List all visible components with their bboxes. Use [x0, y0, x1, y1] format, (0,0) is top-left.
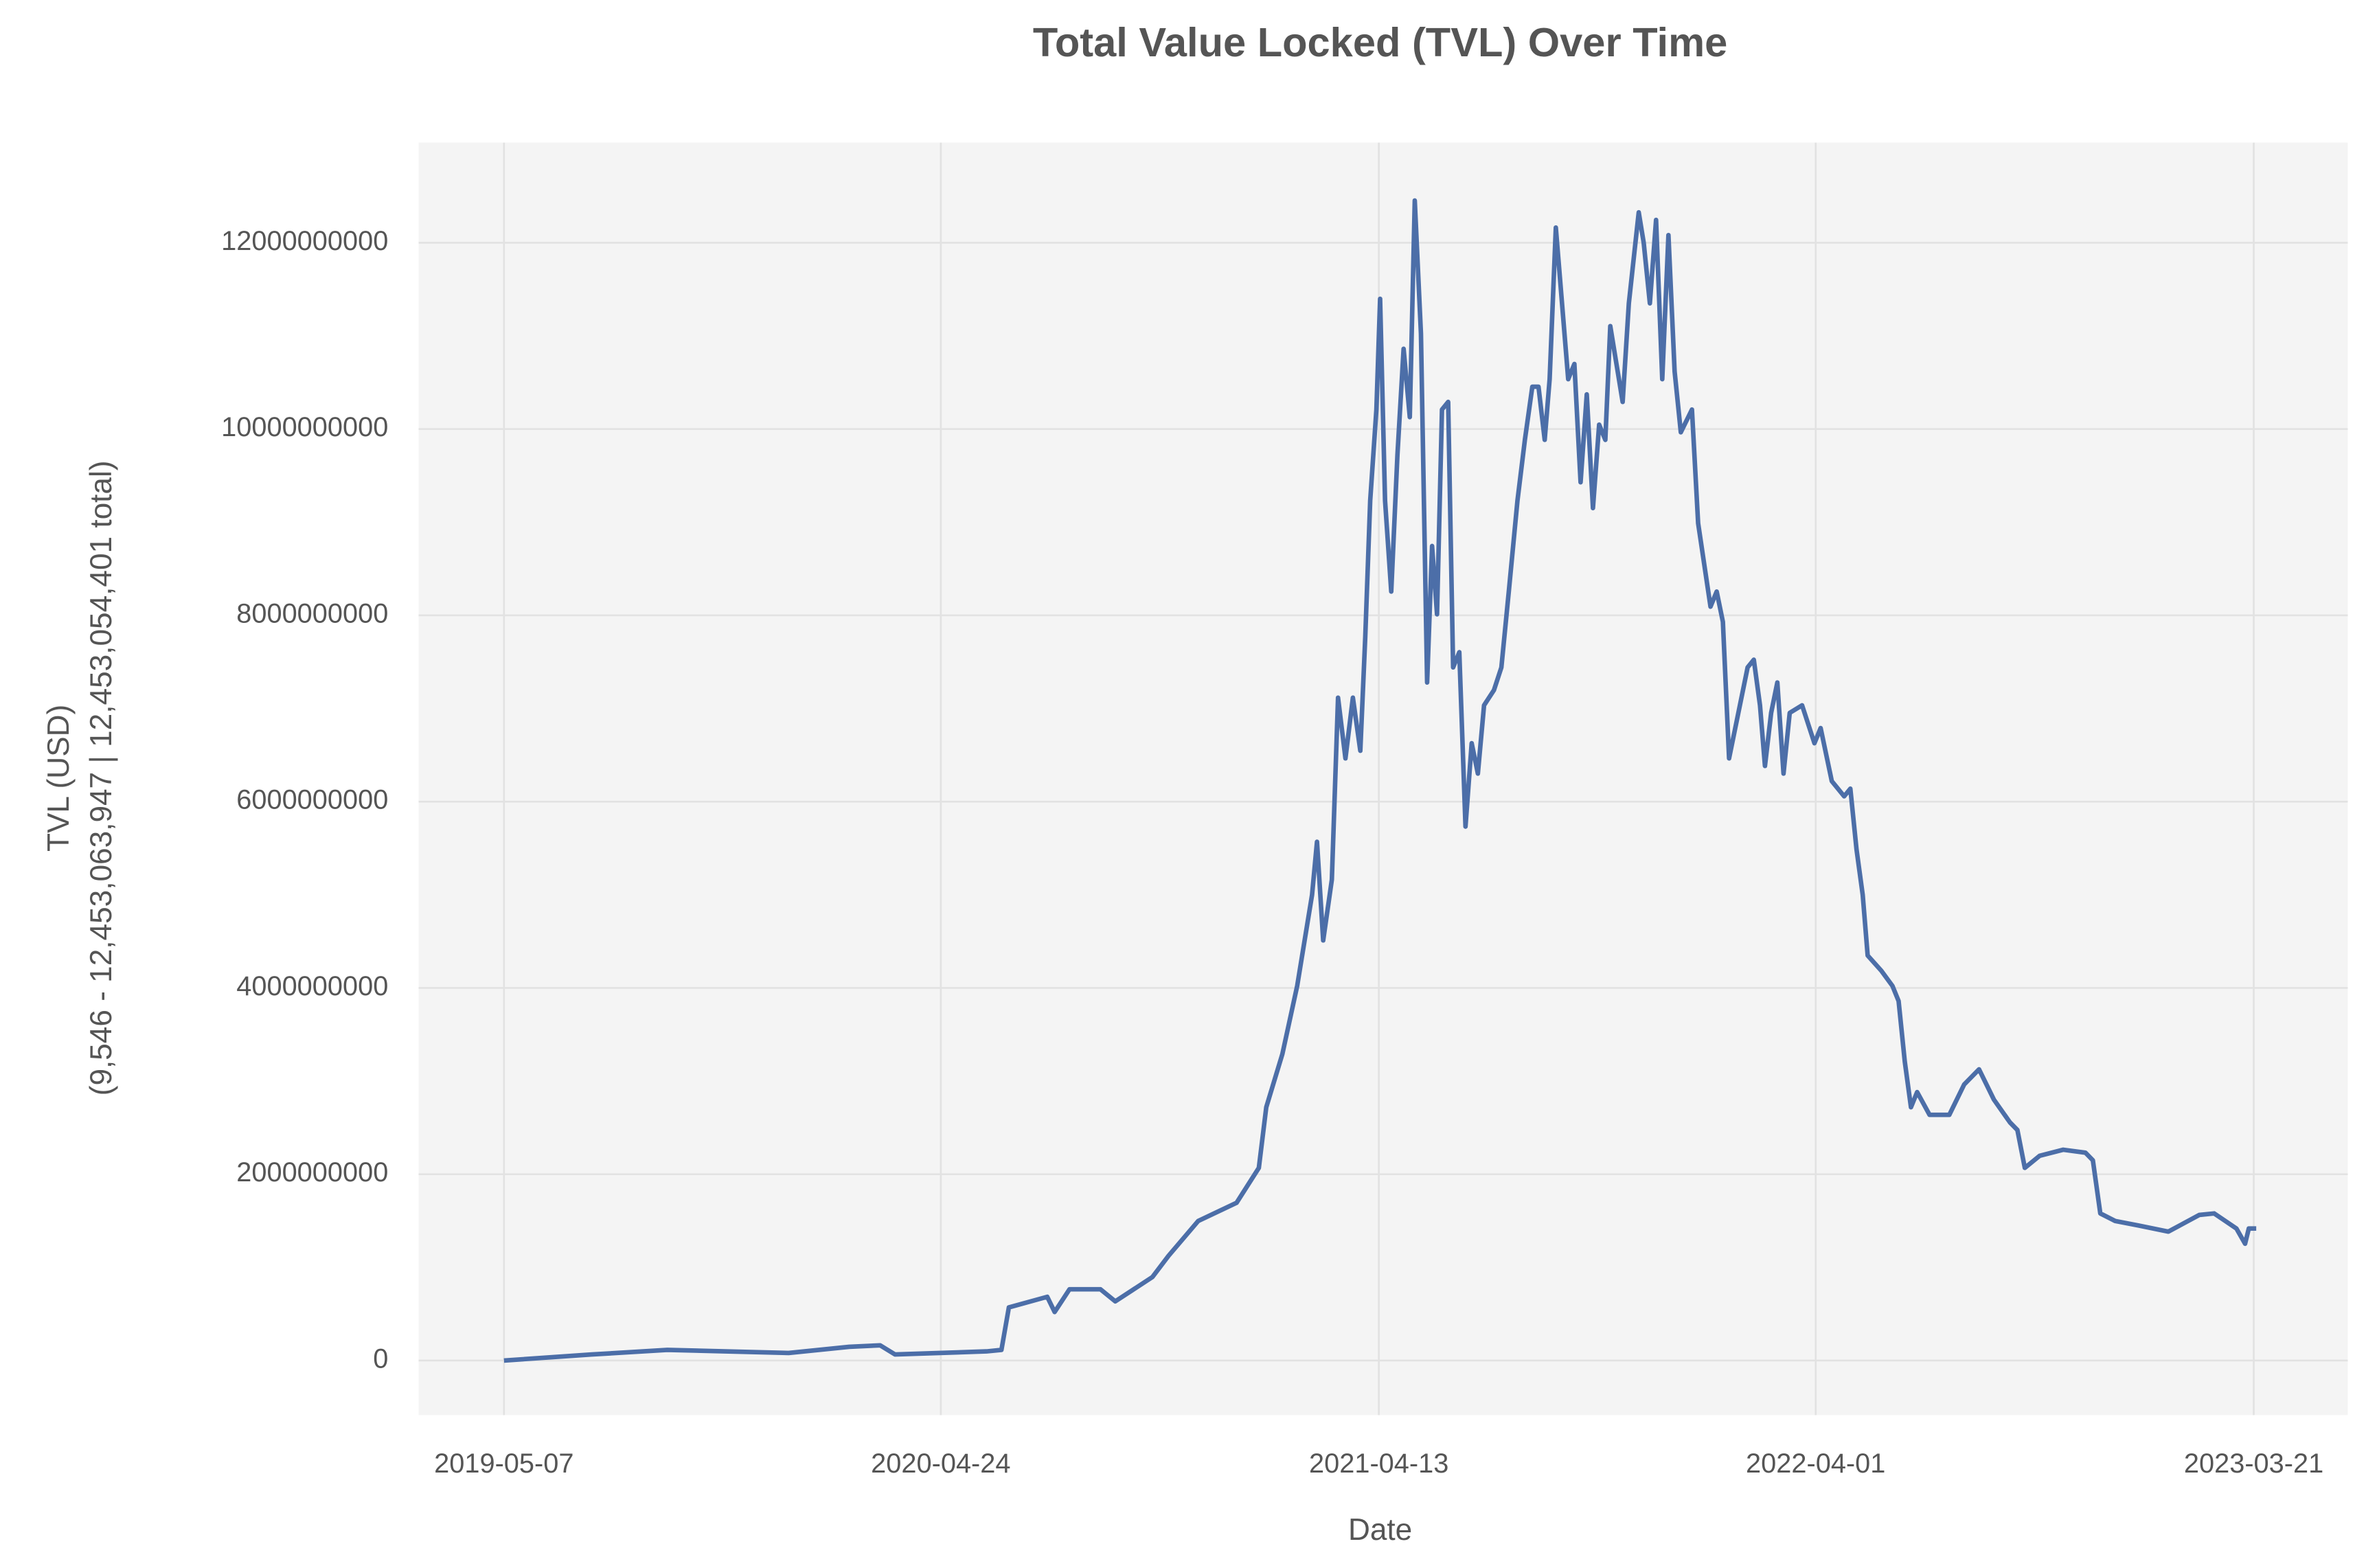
y-tick-label: 2000000000 [236, 1157, 388, 1188]
y-tick-label: 6000000000 [236, 785, 388, 815]
x-axis-label: Date [1348, 1513, 1412, 1547]
x-tick-label: 2020-04-24 [871, 1448, 1010, 1479]
y-tick-label: 4000000000 [236, 971, 388, 1001]
x-tick-label: 2022-04-01 [1746, 1448, 1885, 1479]
y-axis-label: (9,546 - 12,453,063,947 | 12,453,054,401… [84, 461, 118, 1096]
y-tick-label: 12000000000 [221, 226, 388, 256]
x-tick-label: 2019-05-07 [434, 1448, 573, 1479]
y-axis-label: TVL (USD) [42, 705, 76, 852]
y-tick-label: 8000000000 [236, 598, 388, 628]
y-tick-label: 10000000000 [221, 412, 388, 442]
x-tick-label: 2023-03-21 [2184, 1448, 2323, 1479]
y-tick-label: 0 [373, 1343, 388, 1374]
x-tick-label: 2021-04-13 [1309, 1448, 1448, 1479]
line-series [503, 198, 2257, 1363]
chart-title: Total Value Locked (TVL) Over Time [1033, 19, 1727, 65]
